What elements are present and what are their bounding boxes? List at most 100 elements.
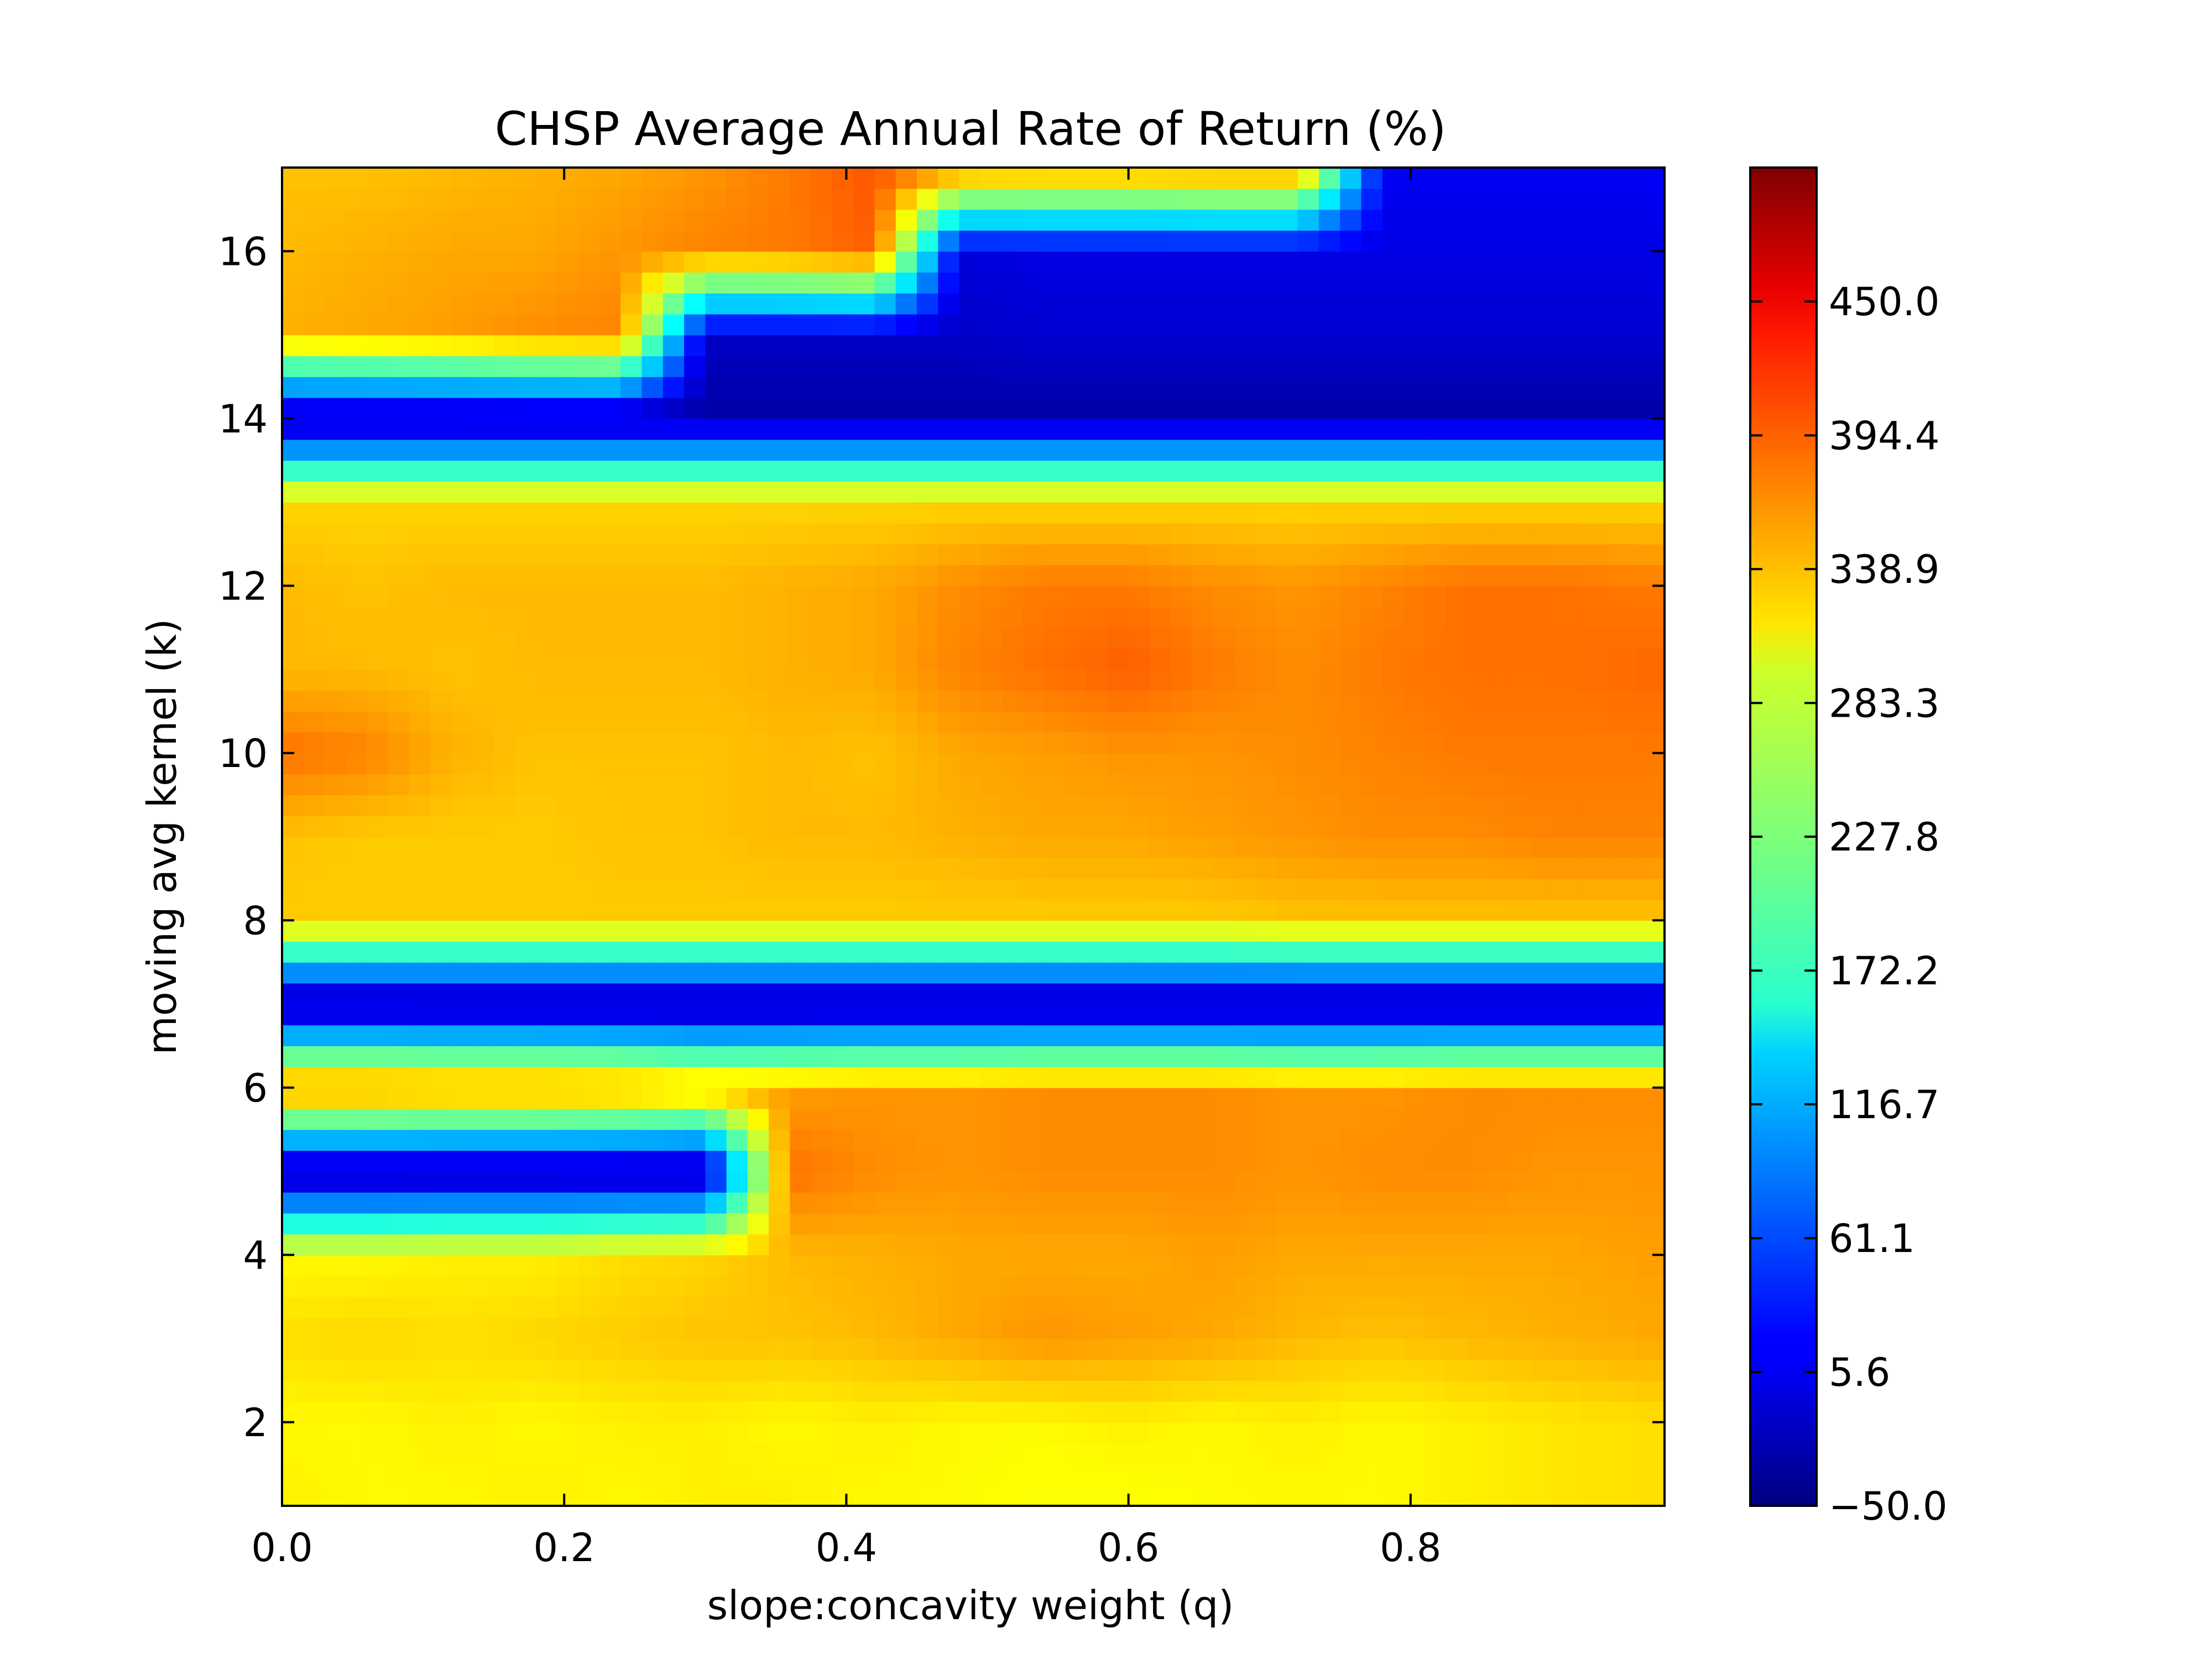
heatmap-cell-3820 [1467, 251, 1489, 273]
heatmap-cell-2446 [1001, 669, 1024, 691]
heatmap-cell-1496 [1382, 1025, 1404, 1046]
heatmap-cell-2415 [853, 669, 875, 691]
heatmap-cell-2276 [1467, 795, 1489, 816]
heatmap-cell-2899 [769, 565, 791, 586]
heatmap-cell-3370 [493, 356, 515, 377]
heatmap-cell-3772 [1213, 251, 1235, 273]
heatmap-cell-63 [599, 1422, 622, 1444]
heatmap-cell-356 [790, 1380, 812, 1402]
heatmap-cell-163 [1192, 1485, 1214, 1506]
heatmap-cell-594 [747, 1317, 769, 1339]
heatmap-cell-1880 [705, 857, 727, 879]
heatmap-cell-2824 [282, 523, 304, 545]
heatmap-cell-3357 [388, 335, 410, 357]
heatmap-cell-1709 [1149, 920, 1171, 942]
heatmap-cell-91 [769, 1443, 791, 1465]
heatmap-cell-511 [1636, 1338, 1665, 1360]
heatmap-cell-3937 [811, 230, 833, 252]
heatmap-cell-2108 [536, 753, 558, 775]
heatmap-cell-3859 [430, 230, 452, 252]
heatmap-cell-2988 [1128, 502, 1150, 524]
heatmap-cell-3573 [1579, 377, 1609, 398]
heatmap-cell-551 [514, 1296, 536, 1318]
heatmap-cell-2159 [853, 753, 875, 775]
heatmap-cell-376 [874, 1359, 896, 1381]
heatmap-cell-121 [895, 1443, 917, 1465]
heatmap-cell-1446 [1171, 1046, 1193, 1067]
heatmap-cell-2803 [1636, 648, 1665, 670]
heatmap-cell-2533 [1488, 711, 1510, 733]
heatmap-cell-1059 [514, 1150, 536, 1172]
heatmap-cell-1901 [811, 837, 833, 858]
heatmap-cell-3857 [388, 230, 410, 252]
heatmap-cell-2238 [1255, 753, 1277, 775]
heatmap-cell-1512 [1467, 1025, 1489, 1046]
heatmap-cell-374 [917, 1380, 939, 1402]
heatmap-cell-2164 [874, 795, 896, 816]
heatmap-cell-1540 [282, 962, 304, 984]
heatmap-cell-1228 [1297, 1087, 1319, 1109]
heatmap-cell-1074 [578, 1150, 600, 1172]
heatmap-cell-1461 [1234, 1046, 1256, 1067]
heatmap-cell-4041 [1319, 188, 1341, 210]
heatmap-cell-2310 [324, 711, 346, 733]
heatmap-cell-3341 [303, 335, 325, 357]
heatmap-cell-3602 [409, 314, 431, 336]
heatmap-cell-1826 [493, 899, 515, 921]
heatmap-cell-2881 [641, 565, 664, 586]
heatmap-cell-1416 [959, 1025, 981, 1046]
heatmap-cell-2472 [1128, 690, 1150, 712]
heatmap-cell-3560 [1467, 356, 1489, 377]
heatmap-cell-4051 [1446, 230, 1468, 252]
heatmap-cell-3581 [1579, 335, 1609, 357]
heatmap-cell-3908 [620, 209, 643, 231]
heatmap-cell-313 [557, 1359, 579, 1381]
heatmap-cell-924 [1044, 1171, 1066, 1193]
heatmap-cell-72 [620, 1443, 643, 1465]
heatmap-cell-2950 [1001, 544, 1024, 566]
heatmap-cell-1905 [895, 899, 917, 921]
heatmap-cell-3385 [557, 356, 579, 377]
heatmap-cell-3173 [811, 460, 833, 482]
heatmap-cell-1423 [1022, 1004, 1045, 1026]
heatmap-cell-1924 [959, 878, 981, 900]
heatmap-cell-2552 [1551, 690, 1580, 712]
heatmap-cell-1745 [1404, 983, 1426, 1005]
heatmap-cell-1004 [1467, 1171, 1489, 1193]
heatmap-cell-506 [1608, 1359, 1637, 1381]
heatmap-cell-2434 [1001, 732, 1024, 754]
heatmap-cell-3677 [726, 251, 748, 273]
heatmap-cell-2022 [1509, 878, 1531, 900]
heatmap-cell-2971 [1107, 523, 1129, 545]
heatmap-cell-767 [1636, 1255, 1665, 1276]
heatmap-cell-3080 [282, 439, 304, 461]
heatmap-cell-1972 [1213, 878, 1235, 900]
heatmap-cell-1460 [1213, 1046, 1235, 1067]
heatmap-cell-3158 [747, 460, 769, 482]
heatmap-cell-2841 [388, 523, 410, 545]
heatmap-cell-3966 [917, 168, 939, 189]
heatmap-cell-781 [303, 1171, 325, 1193]
heatmap-cell-1505 [1488, 1066, 1510, 1088]
heatmap-cell-382 [917, 1338, 939, 1360]
heatmap-cell-4078 [1509, 168, 1531, 189]
heatmap-cell-280 [367, 1359, 389, 1381]
heatmap-cell-1669 [980, 962, 1002, 984]
heatmap-cell-1153 [980, 1150, 1002, 1172]
heatmap-cell-3964 [874, 168, 896, 189]
heatmap-cell-2235 [1276, 774, 1298, 796]
heatmap-cell-1630 [747, 920, 769, 942]
heatmap-cell-488 [1467, 1359, 1489, 1381]
heatmap-cell-3282 [1425, 481, 1447, 503]
heatmap-cell-1115 [769, 1108, 791, 1130]
heatmap-cell-4013 [1149, 168, 1171, 189]
heatmap-cell-2847 [430, 502, 452, 524]
heatmap-cell-265 [303, 1359, 325, 1381]
heatmap-cell-1732 [1297, 962, 1319, 984]
heatmap-cell-798 [409, 1171, 431, 1193]
heatmap-cell-1186 [1171, 1150, 1193, 1172]
heatmap-cell-3343 [345, 335, 367, 357]
heatmap-cell-3967 [938, 168, 960, 189]
heatmap-cell-3984 [1044, 230, 1066, 252]
heatmap-cell-1724 [1213, 920, 1235, 942]
